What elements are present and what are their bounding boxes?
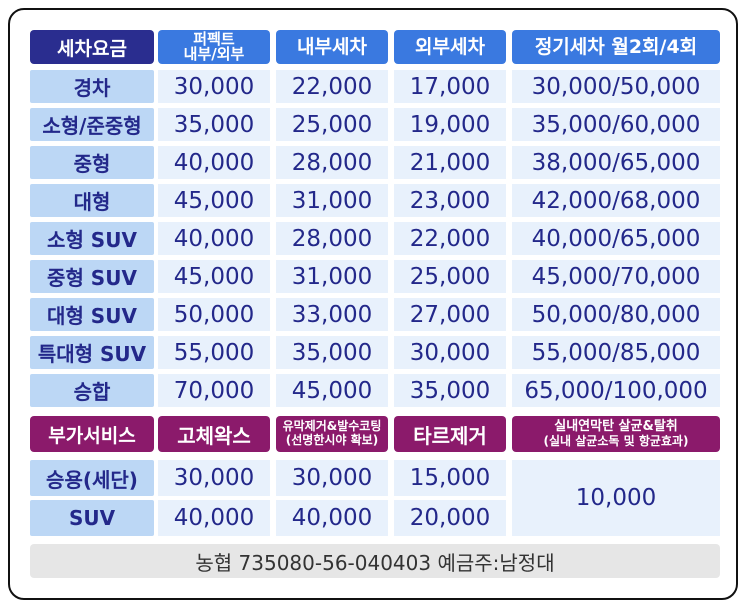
regular-price: 42,000/68,000 bbox=[512, 184, 720, 217]
extras-tar-value: 20,000 bbox=[394, 500, 506, 536]
exterior-price: 23,000 bbox=[394, 184, 506, 217]
bank-account-footer: 농협 735080-56-040403 예금주:남정대 bbox=[30, 544, 720, 578]
perfect-price: 30,000 bbox=[158, 70, 270, 103]
pricing-row-label: 소형 SUV bbox=[30, 222, 154, 255]
exterior-price: 30,000 bbox=[394, 336, 506, 369]
film-line1: 유막제거&발수코팅 bbox=[282, 419, 382, 434]
pricing-header-regular: 정기세차 월2회/4회 bbox=[512, 30, 720, 64]
pricing-row-label: 소형/준중형 bbox=[30, 108, 154, 141]
extras-header-tar: 타르제거 bbox=[394, 416, 506, 452]
pricing-row-label: 승합 bbox=[30, 374, 154, 407]
regular-price: 35,000/60,000 bbox=[512, 108, 720, 141]
extras-tar-value: 15,000 bbox=[394, 460, 506, 496]
regular-price: 55,000/85,000 bbox=[512, 336, 720, 369]
perfect-price: 35,000 bbox=[158, 108, 270, 141]
pricing-row-label: 중형 SUV bbox=[30, 260, 154, 293]
pricing-row-label: 대형 SUV bbox=[30, 298, 154, 331]
pricing-row-label: 특대형 SUV bbox=[30, 336, 154, 369]
perfect-line2: 내부/외부 bbox=[183, 45, 245, 63]
extras-header-sterilize: 실내연막탄 살균&탈취 (실내 살균소독 및 항균효과) bbox=[512, 416, 720, 452]
extras-film-value: 30,000 bbox=[276, 460, 388, 496]
regular-price: 40,000/65,000 bbox=[512, 222, 720, 255]
extras-sterilize-value: 10,000 bbox=[512, 460, 720, 536]
interior-price: 35,000 bbox=[276, 336, 388, 369]
pricing-header-label: 세차요금 bbox=[30, 30, 154, 64]
interior-price: 22,000 bbox=[276, 70, 388, 103]
extras-header-wax: 고체왁스 bbox=[158, 416, 270, 452]
extras-header-film: 유막제거&발수코팅 (선명한시야 확보) bbox=[276, 416, 388, 452]
extras-row-label: 승용(세단) bbox=[30, 460, 154, 496]
regular-price: 30,000/50,000 bbox=[512, 70, 720, 103]
exterior-price: 25,000 bbox=[394, 260, 506, 293]
interior-price: 25,000 bbox=[276, 108, 388, 141]
perfect-price: 55,000 bbox=[158, 336, 270, 369]
extras-film-value: 40,000 bbox=[276, 500, 388, 536]
perfect-line1: 퍼펙트 bbox=[193, 30, 235, 48]
perfect-price: 45,000 bbox=[158, 184, 270, 217]
pricing-row-label: 경차 bbox=[30, 70, 154, 103]
pricing-header-perfect: 퍼펙트 내부/외부 bbox=[158, 30, 270, 64]
interior-price: 31,000 bbox=[276, 260, 388, 293]
sterilize-line1: 실내연막탄 살균&탈취 bbox=[554, 418, 678, 434]
pricing-row-label: 중형 bbox=[30, 146, 154, 179]
perfect-price: 45,000 bbox=[158, 260, 270, 293]
interior-price: 31,000 bbox=[276, 184, 388, 217]
extras-wax-value: 30,000 bbox=[158, 460, 270, 496]
exterior-price: 27,000 bbox=[394, 298, 506, 331]
perfect-price: 50,000 bbox=[158, 298, 270, 331]
regular-price: 50,000/80,000 bbox=[512, 298, 720, 331]
extras-header-label: 부가서비스 bbox=[30, 416, 154, 452]
extras-row-label: SUV bbox=[30, 500, 154, 536]
pricing-row-label: 대형 bbox=[30, 184, 154, 217]
sterilize-line2: (실내 살균소독 및 항균효과) bbox=[543, 433, 689, 448]
extras-wax-value: 40,000 bbox=[158, 500, 270, 536]
pricing-header-interior: 내부세차 bbox=[276, 30, 388, 64]
interior-price: 33,000 bbox=[276, 298, 388, 331]
perfect-price: 40,000 bbox=[158, 146, 270, 179]
interior-price: 28,000 bbox=[276, 146, 388, 179]
exterior-price: 19,000 bbox=[394, 108, 506, 141]
perfect-price: 40,000 bbox=[158, 222, 270, 255]
interior-price: 28,000 bbox=[276, 222, 388, 255]
perfect-price: 70,000 bbox=[158, 374, 270, 407]
regular-price: 45,000/70,000 bbox=[512, 260, 720, 293]
film-line2: (선명한시야 확보) bbox=[285, 433, 379, 447]
interior-price: 45,000 bbox=[276, 374, 388, 407]
exterior-price: 17,000 bbox=[394, 70, 506, 103]
regular-price: 65,000/100,000 bbox=[512, 374, 720, 407]
pricing-header-exterior: 외부세차 bbox=[394, 30, 506, 64]
exterior-price: 21,000 bbox=[394, 146, 506, 179]
regular-price: 38,000/65,000 bbox=[512, 146, 720, 179]
exterior-price: 22,000 bbox=[394, 222, 506, 255]
exterior-price: 35,000 bbox=[394, 374, 506, 407]
